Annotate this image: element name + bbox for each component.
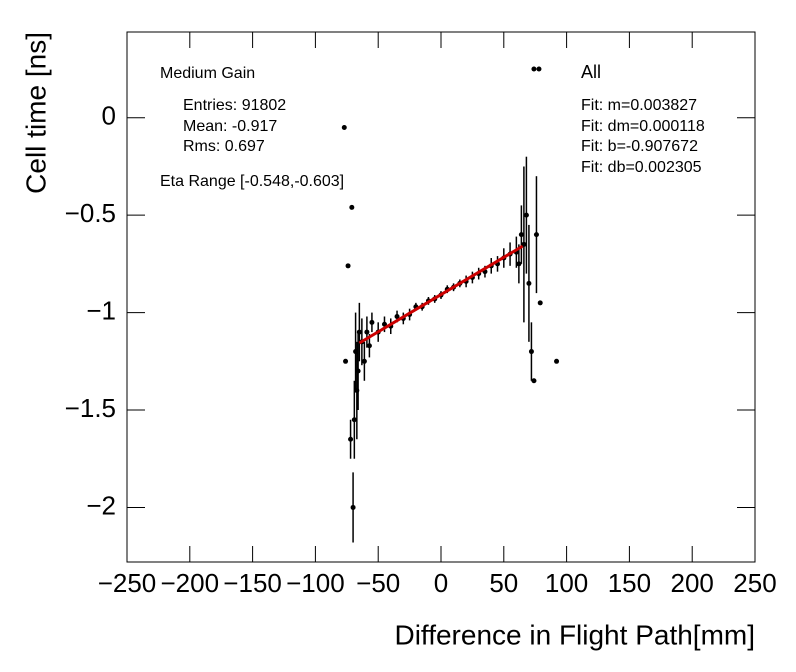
y-tick-label: 0: [102, 101, 116, 131]
data-point: [531, 378, 537, 384]
data-point: [516, 261, 522, 267]
data-point: [554, 358, 560, 364]
annotation: Fit: dm=0.000118: [581, 118, 705, 135]
y-tick-label: −1.5: [65, 393, 116, 423]
x-tick-label: 50: [489, 568, 518, 598]
data-point: [366, 343, 372, 349]
data-point: [343, 358, 349, 364]
x-tick-label: −50: [356, 568, 400, 598]
x-tick-label: 100: [545, 568, 588, 598]
data-point: [533, 232, 539, 238]
data-point: [351, 417, 357, 423]
data-point: [355, 368, 361, 374]
x-tick-label: −200: [161, 568, 220, 598]
data-point: [531, 66, 537, 72]
data-point: [356, 329, 362, 335]
data-point: [394, 313, 400, 319]
data-point: [526, 280, 532, 286]
data-point: [364, 329, 370, 335]
annotation: Fit: db=0.002305: [581, 159, 702, 176]
annotation: Fit: m=0.003827: [581, 97, 697, 114]
data-point: [537, 300, 543, 306]
y-tick-label: −1: [86, 295, 116, 325]
data-point: [381, 321, 387, 327]
x-tick-label: 150: [608, 568, 651, 598]
x-tick-label: −250: [98, 568, 157, 598]
annotation: Rms: 0.697: [183, 138, 265, 155]
data-point: [345, 263, 351, 269]
data-point: [518, 232, 524, 238]
x-tick-label: −100: [286, 568, 345, 598]
x-axis-title: Difference in Flight Path[mm]: [394, 619, 755, 650]
y-tick-label: −0.5: [65, 198, 116, 228]
annotation: Mean: -0.917: [183, 118, 277, 135]
y-tick-label: −2: [86, 490, 116, 520]
y-axis-title: Cell time [ns]: [20, 32, 51, 194]
annotation: Eta Range [-0.548,-0.603]: [160, 173, 344, 190]
data-point: [536, 66, 542, 72]
x-tick-label: 0: [434, 568, 448, 598]
data-point: [369, 319, 375, 325]
data-point: [348, 436, 354, 442]
annotation: Fit: b=-0.907672: [581, 138, 698, 155]
data-point: [521, 241, 527, 247]
x-tick-label: 200: [671, 568, 714, 598]
data-point: [361, 358, 367, 364]
data-point: [350, 504, 356, 510]
fit-line: [358, 244, 524, 345]
x-tick-label: 250: [733, 568, 776, 598]
x-tick-label: −150: [223, 568, 282, 598]
data-point: [341, 124, 347, 130]
data-point: [528, 349, 534, 355]
annotation: Medium Gain: [160, 65, 255, 82]
annotation: Entries: 91802: [183, 97, 286, 114]
data-point: [523, 212, 529, 218]
annotation: All: [581, 62, 601, 82]
data-point: [349, 204, 355, 210]
